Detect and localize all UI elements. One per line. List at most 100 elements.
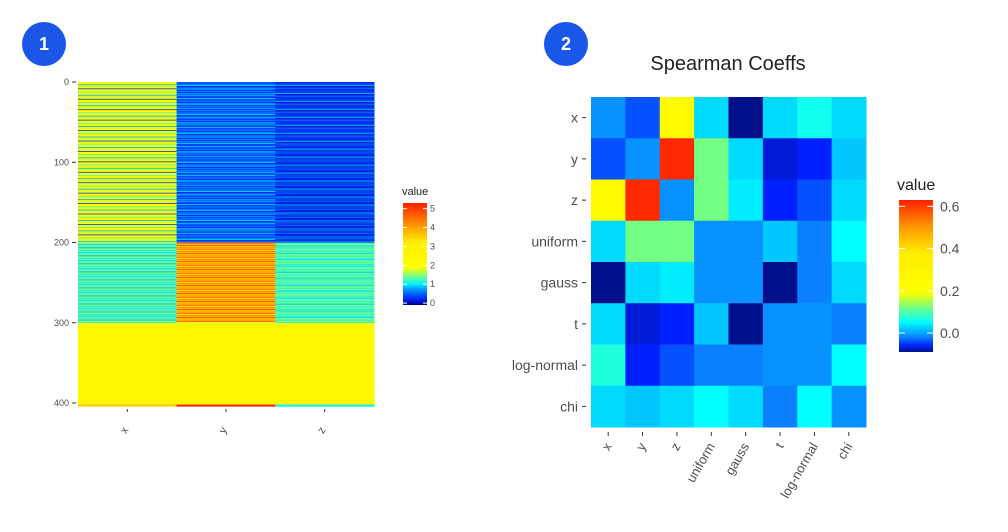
heatmap-cell [78, 191, 178, 193]
heatmap-cell [176, 310, 276, 312]
heatmap-cell [275, 362, 375, 364]
heatmap-cell [176, 122, 276, 125]
heatmap-cell [275, 183, 375, 186]
heatmap-cell [275, 349, 375, 351]
heatmap-cell [78, 142, 178, 145]
heatmap-cell [275, 121, 375, 123]
heatmap-cell [78, 112, 178, 114]
heatmap-cell [176, 391, 276, 393]
heatmap-cell [176, 281, 276, 283]
heatmap-cell [176, 378, 276, 380]
heatmap-cell [176, 110, 276, 113]
heatmap-cell [78, 260, 178, 263]
heatmap-cell [176, 363, 276, 365]
heatmap-cell [176, 367, 276, 369]
heatmap-cell [176, 94, 276, 96]
heatmap-cell [275, 186, 375, 188]
heatmap-cell [275, 268, 375, 270]
heatmap-cell [78, 298, 178, 300]
heatmap-cell [176, 307, 276, 309]
heatmap-cell [78, 264, 178, 266]
heatmap-cell [275, 272, 375, 275]
heatmap-cell [275, 88, 375, 90]
heatmap-cell [78, 264, 178, 267]
heatmap-cell [78, 86, 178, 88]
heatmap-cell [659, 344, 695, 387]
heatmap-cell [78, 185, 178, 187]
heatmap-cell [176, 257, 276, 259]
heatmap-cell [78, 344, 178, 346]
heatmap-cell [275, 105, 375, 107]
heatmap-cell [275, 122, 375, 124]
heatmap-cell [78, 216, 178, 219]
heatmap-cell [176, 244, 276, 247]
heatmap-cell [176, 126, 276, 128]
heatmap-cell [78, 153, 178, 155]
heatmap-cell [275, 357, 375, 359]
heatmap-cell [275, 302, 375, 304]
heatmap-cell [275, 380, 375, 382]
heatmap-cell [78, 311, 178, 313]
heatmap-cell [176, 396, 276, 398]
heatmap-cell [176, 178, 276, 180]
heatmap-cell [78, 125, 178, 127]
heatmap-cell [176, 204, 276, 206]
heatmap-cell [78, 215, 178, 217]
heatmap-cell [176, 220, 276, 223]
heatmap-cell [275, 313, 375, 315]
heatmap-cell [78, 183, 178, 186]
heatmap-cell [78, 196, 178, 198]
heatmap-cell [275, 353, 375, 355]
heatmap-cell [78, 277, 178, 280]
heatmap-cell [275, 154, 375, 156]
heatmap-cell [275, 400, 375, 402]
heatmap-cell [78, 350, 178, 352]
heatmap-cell [176, 304, 276, 306]
heatmap-cell [176, 98, 276, 100]
heatmap-cell [176, 233, 276, 235]
heatmap-cell [275, 107, 375, 109]
heatmap-cell [176, 202, 276, 204]
heatmap-cell [176, 374, 276, 376]
legend-title: value [402, 186, 428, 198]
heatmap-cell [78, 332, 178, 334]
heatmap-cell [762, 97, 798, 139]
heatmap-cell [176, 154, 276, 156]
heatmap-cell [78, 235, 178, 237]
heatmap-cell [275, 264, 375, 266]
heatmap-cell [275, 208, 375, 210]
heatmap-cell [625, 262, 661, 304]
heatmap-cell [591, 385, 626, 428]
heatmap-cell [78, 110, 178, 112]
heatmap-cell [176, 271, 276, 273]
heatmap-cell [762, 179, 798, 222]
heatmap-cell [176, 215, 276, 217]
heatmap-cell [275, 244, 375, 247]
heatmap-cell [275, 165, 375, 167]
heatmap-cell [78, 381, 178, 383]
heatmap-cell [78, 318, 178, 320]
heatmap-cell [176, 189, 276, 191]
heatmap-cell [275, 305, 375, 308]
heatmap-cell [78, 365, 178, 367]
heatmap-cell [78, 321, 178, 323]
heatmap-cell [176, 155, 276, 157]
heatmap-cell [275, 354, 375, 356]
heatmap-cell [728, 344, 764, 387]
heatmap-cell [176, 296, 276, 298]
heatmap-cell [176, 326, 276, 328]
heatmap-cell [78, 129, 178, 131]
heatmap-cell [78, 98, 178, 100]
heatmap-cell [275, 198, 375, 200]
heatmap-cell [176, 227, 276, 229]
heatmap-cell [275, 181, 375, 183]
heatmap-cell [176, 115, 276, 117]
heatmap-cell [176, 183, 276, 186]
heatmap-cell [78, 107, 178, 109]
heatmap-cell [176, 362, 276, 364]
heatmap-cell [78, 253, 178, 255]
x-tick-label: x [118, 425, 131, 436]
heatmap-cell [78, 313, 178, 316]
heatmap-cell [176, 335, 276, 337]
heatmap-cell [591, 97, 626, 139]
